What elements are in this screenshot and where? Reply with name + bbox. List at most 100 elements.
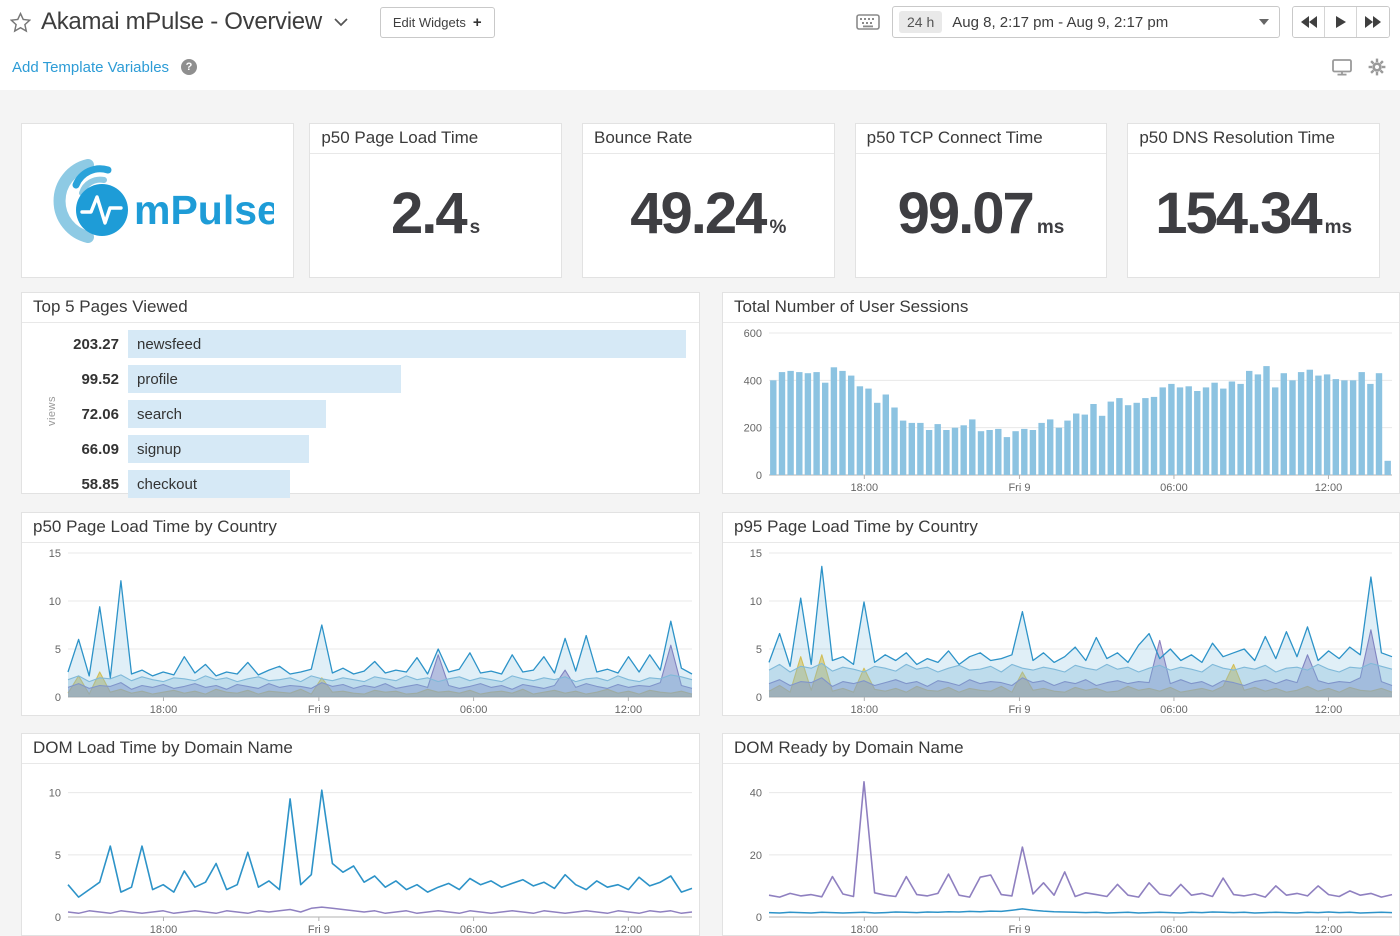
widget-title: p50 Page Load Time xyxy=(310,124,561,154)
svg-text:0: 0 xyxy=(756,692,762,704)
mpulse-wordmark: mPulse xyxy=(134,187,274,233)
play-button[interactable] xyxy=(1325,7,1357,37)
bar-value: 72.06 xyxy=(81,405,119,423)
bar-label: search xyxy=(128,400,327,428)
query-value-widget-bounce-rate: Bounce Rate 49.24 % xyxy=(581,123,835,278)
metric-unit: s xyxy=(469,216,481,238)
svg-text:10: 10 xyxy=(49,788,61,800)
duration-badge: 24 h xyxy=(899,11,943,33)
dashboard-title[interactable]: Akamai mPulse - Overview xyxy=(41,8,322,35)
mpulse-logo: mPulse xyxy=(53,158,274,243)
edit-widgets-label: Edit Widgets xyxy=(392,14,466,30)
svg-text:400: 400 xyxy=(744,375,762,387)
svg-text:12:00: 12:00 xyxy=(1315,704,1343,716)
svg-text:40: 40 xyxy=(750,788,762,800)
svg-text:06:00: 06:00 xyxy=(460,704,488,716)
edit-widgets-button[interactable]: Edit Widgets + xyxy=(379,6,495,38)
dom-ready-widget: DOM Ready by Domain Name 0 20 40 18:00 Fri 9… xyxy=(722,733,1400,936)
svg-text:15: 15 xyxy=(49,548,61,560)
metric-unit: % xyxy=(769,216,787,238)
p95-country-chart: 0 5 10 15 18:00 Fri 9 06:00 12:00 xyxy=(750,548,1393,716)
svg-text:0: 0 xyxy=(55,692,61,704)
svg-text:12:00: 12:00 xyxy=(615,704,643,716)
keyboard-shortcuts-icon[interactable] xyxy=(856,14,880,30)
hbar-row: 58.85 checkout xyxy=(68,470,686,498)
y-axis-label: views xyxy=(46,395,58,426)
caret-down-icon xyxy=(1259,19,1269,25)
bar-label: newsfeed xyxy=(128,330,686,358)
svg-text:5: 5 xyxy=(55,644,61,656)
metric-unit: ms xyxy=(1324,216,1353,238)
bar-label: signup xyxy=(128,435,310,463)
svg-text:06:00: 06:00 xyxy=(1160,482,1188,494)
query-value-widget-dns-resolution: p50 DNS Resolution Time 154.34 ms xyxy=(1127,123,1380,278)
add-template-variables-link[interactable]: Add Template Variables xyxy=(12,58,170,76)
svg-text:600: 600 xyxy=(744,328,762,340)
top-pages-widget: Top 5 Pages Viewed views 203.27 newsfeed 9… xyxy=(21,292,700,498)
time-range-picker[interactable]: 24 h Aug 8, 2:17 pm - Aug 9, 2:17 pm xyxy=(892,6,1280,38)
top-pages-chart: views 203.27 newsfeed 99.52 profile 72.06 sea… xyxy=(22,323,699,498)
svg-text:15: 15 xyxy=(750,548,762,560)
metric-value: 49.24 xyxy=(630,181,767,247)
hbar-row: 72.06 search xyxy=(68,400,686,428)
svg-text:5: 5 xyxy=(756,644,762,656)
metric-value: 2.4 xyxy=(391,181,468,247)
hbar-row: 203.27 newsfeed xyxy=(68,330,686,358)
time-range-text: Aug 8, 2:17 pm - Aug 9, 2:17 pm xyxy=(952,13,1169,31)
widget-title: DOM Load Time by Domain Name xyxy=(22,734,699,764)
bar-label: checkout xyxy=(128,470,290,498)
svg-text:Fri 9: Fri 9 xyxy=(308,704,330,716)
help-icon[interactable]: ? xyxy=(181,59,198,75)
time-playback-controls xyxy=(1292,6,1390,38)
svg-text:06:00: 06:00 xyxy=(460,924,488,936)
svg-text:5: 5 xyxy=(55,850,61,862)
plus-icon: + xyxy=(472,13,482,31)
svg-text:18:00: 18:00 xyxy=(150,924,178,936)
hbar-row: 66.09 signup xyxy=(68,435,686,463)
widget-title: Bounce Rate xyxy=(582,124,834,154)
chevron-down-icon[interactable] xyxy=(334,17,348,27)
dashboard-canvas: mPulse p50 Page Load Time 2.4 s Bounce R… xyxy=(0,90,1400,936)
settings-gear-icon[interactable] xyxy=(1368,58,1386,76)
tv-mode-icon[interactable] xyxy=(1332,58,1352,76)
widget-title: Total Number of User Sessions xyxy=(723,293,1399,323)
template-variables-bar: Add Template Variables ? xyxy=(0,44,1400,90)
widget-title: DOM Ready by Domain Name xyxy=(723,734,1399,764)
svg-text:0: 0 xyxy=(756,912,762,924)
user-sessions-chart: 0 200 400 600 18:00 Fri 9 06:00 12:00 xyxy=(744,328,1392,494)
bar-value: 203.27 xyxy=(73,335,119,353)
dashboard-header: Akamai mPulse - Overview Edit Widgets + … xyxy=(0,0,1400,44)
svg-text:12:00: 12:00 xyxy=(1315,924,1343,936)
user-sessions-widget: Total Number of User Sessions 0 200 400 600… xyxy=(722,292,1400,494)
bar-value: 58.85 xyxy=(81,475,119,493)
svg-text:18:00: 18:00 xyxy=(851,924,879,936)
metric-value: 154.34 xyxy=(1155,181,1322,247)
widget-title: p50 TCP Connect Time xyxy=(855,124,1107,154)
svg-text:20: 20 xyxy=(750,850,762,862)
svg-text:Fri 9: Fri 9 xyxy=(1008,704,1030,716)
widget-title: Top 5 Pages Viewed xyxy=(22,293,699,323)
favorite-star-icon[interactable] xyxy=(10,11,31,33)
hbar-row: 99.52 profile xyxy=(68,365,686,393)
svg-text:18:00: 18:00 xyxy=(851,482,879,494)
svg-text:Fri 9: Fri 9 xyxy=(308,924,330,936)
svg-text:0: 0 xyxy=(756,470,762,482)
bar-value: 99.52 xyxy=(81,370,119,388)
forward-button[interactable] xyxy=(1357,7,1389,37)
p50-country-chart: 0 5 10 15 18:00 Fri 9 06:00 12:00 xyxy=(49,548,693,716)
svg-text:06:00: 06:00 xyxy=(1160,704,1188,716)
svg-text:18:00: 18:00 xyxy=(150,704,178,716)
metric-value: 99.07 xyxy=(897,181,1035,247)
svg-text:12:00: 12:00 xyxy=(615,924,643,936)
metric-unit: ms xyxy=(1036,216,1065,238)
query-value-widget-p50-page-load: p50 Page Load Time 2.4 s xyxy=(309,123,562,278)
svg-text:06:00: 06:00 xyxy=(1160,924,1188,936)
svg-text:10: 10 xyxy=(49,596,61,608)
rewind-button[interactable] xyxy=(1293,7,1325,37)
svg-text:10: 10 xyxy=(750,596,762,608)
query-value-widget-tcp-connect: p50 TCP Connect Time 99.07 ms xyxy=(854,123,1108,278)
widget-title: p50 Page Load Time by Country xyxy=(22,513,699,543)
svg-text:Fri 9: Fri 9 xyxy=(1008,482,1030,494)
p95-country-widget: p95 Page Load Time by Country 0 5 10 15 18:0… xyxy=(722,512,1400,716)
widget-title: p95 Page Load Time by Country xyxy=(723,513,1399,543)
